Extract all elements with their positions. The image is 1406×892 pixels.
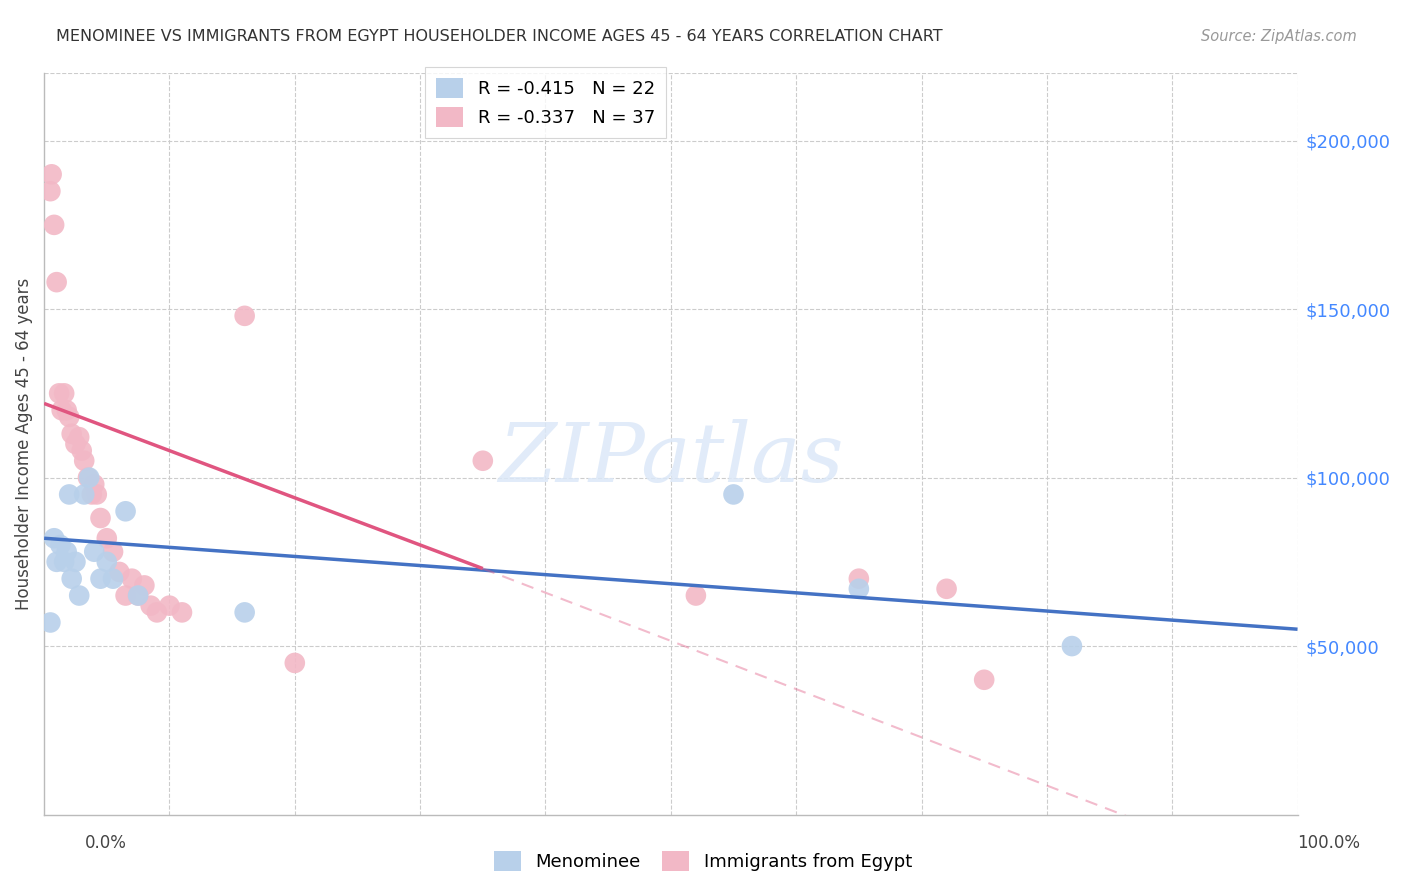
Point xyxy=(146,606,169,620)
Point xyxy=(67,430,90,444)
Point xyxy=(159,599,181,613)
Point xyxy=(89,572,111,586)
Point xyxy=(83,477,105,491)
Point xyxy=(80,487,103,501)
Point xyxy=(685,589,707,603)
Point xyxy=(58,487,80,501)
Point xyxy=(73,454,96,468)
Point xyxy=(233,309,256,323)
Point xyxy=(935,582,957,596)
Point xyxy=(1060,639,1083,653)
Point xyxy=(60,572,83,586)
Point xyxy=(41,167,63,181)
Point xyxy=(127,589,149,603)
Point xyxy=(44,531,66,545)
Point xyxy=(170,606,193,620)
Point xyxy=(101,572,124,586)
Point xyxy=(55,403,77,417)
Point xyxy=(108,565,131,579)
Point xyxy=(45,275,67,289)
Text: 0.0%: 0.0% xyxy=(84,834,127,852)
Point xyxy=(973,673,995,687)
Point xyxy=(101,545,124,559)
Point xyxy=(96,555,118,569)
Point xyxy=(48,386,70,401)
Legend: Menominee, Immigrants from Egypt: Menominee, Immigrants from Egypt xyxy=(486,844,920,879)
Point xyxy=(55,545,77,559)
Point xyxy=(39,615,62,630)
Point xyxy=(70,443,93,458)
Legend: R = -0.415   N = 22, R = -0.337   N = 37: R = -0.415 N = 22, R = -0.337 N = 37 xyxy=(425,68,665,138)
Point xyxy=(96,531,118,545)
Point xyxy=(134,578,156,592)
Point xyxy=(53,386,76,401)
Point xyxy=(139,599,162,613)
Point xyxy=(65,437,87,451)
Point xyxy=(53,555,76,569)
Point xyxy=(284,656,307,670)
Point xyxy=(848,572,870,586)
Point xyxy=(723,487,745,501)
Y-axis label: Householder Income Ages 45 - 64 years: Householder Income Ages 45 - 64 years xyxy=(15,277,32,610)
Point xyxy=(848,582,870,596)
Text: MENOMINEE VS IMMIGRANTS FROM EGYPT HOUSEHOLDER INCOME AGES 45 - 64 YEARS CORRELA: MENOMINEE VS IMMIGRANTS FROM EGYPT HOUSE… xyxy=(56,29,943,44)
Point xyxy=(77,470,100,484)
Point xyxy=(44,218,66,232)
Point xyxy=(77,470,100,484)
Point xyxy=(83,545,105,559)
Point xyxy=(233,606,256,620)
Point xyxy=(86,487,108,501)
Point xyxy=(39,184,62,198)
Text: Source: ZipAtlas.com: Source: ZipAtlas.com xyxy=(1201,29,1357,44)
Point xyxy=(471,454,494,468)
Point xyxy=(51,403,73,417)
Point xyxy=(58,409,80,424)
Point xyxy=(45,555,67,569)
Text: ZIPatlas: ZIPatlas xyxy=(498,418,844,499)
Point xyxy=(121,572,143,586)
Text: 100.0%: 100.0% xyxy=(1298,834,1360,852)
Point xyxy=(65,555,87,569)
Point xyxy=(49,538,72,552)
Point xyxy=(127,589,149,603)
Point xyxy=(114,504,136,518)
Point xyxy=(73,487,96,501)
Point xyxy=(60,426,83,441)
Point xyxy=(114,589,136,603)
Point xyxy=(67,589,90,603)
Point xyxy=(89,511,111,525)
